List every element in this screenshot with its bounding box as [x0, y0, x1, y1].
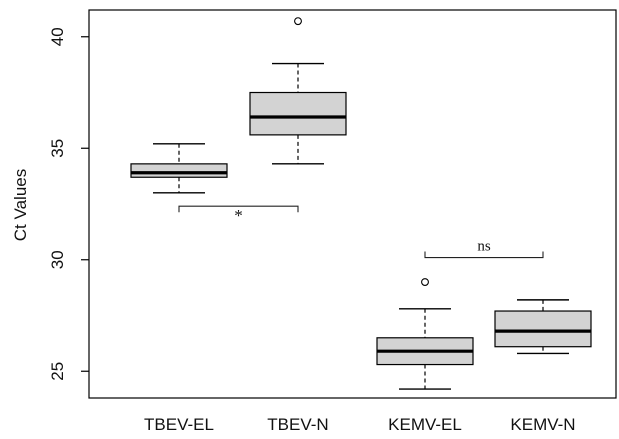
- box-body: [249, 91, 347, 136]
- significance-bracket: ns: [424, 239, 544, 259]
- bracket-line: [178, 205, 299, 213]
- x-tick-label: TBEV-EL: [144, 415, 214, 434]
- y-tick-label: 25: [48, 362, 67, 381]
- plot-frame-layer: [88, 9, 617, 399]
- y-tick-label: 35: [48, 139, 67, 158]
- outlier-point: [294, 17, 302, 26]
- box-kemv-el: [376, 278, 474, 390]
- x-tick-label: KEMV-N: [510, 415, 575, 434]
- comparisons-layer: * ns: [178, 205, 544, 259]
- significance-label: ns: [477, 239, 491, 255]
- significance-bracket: *: [178, 205, 299, 225]
- box-body: [494, 310, 592, 348]
- x-tick-label: KEMV-EL: [388, 415, 462, 434]
- boxes-layer: [130, 17, 592, 390]
- y-axis-label: Ct Values: [11, 169, 30, 241]
- plot-border: [88, 9, 617, 399]
- y-tick-label: 30: [48, 250, 67, 269]
- x-tick-label: TBEV-N: [267, 415, 328, 434]
- box-tbev-n: [249, 17, 347, 165]
- box-kemv-n: [494, 299, 592, 355]
- y-tick-label: 40: [48, 27, 67, 46]
- box-tbev-el: [130, 143, 228, 194]
- significance-label: *: [234, 206, 243, 225]
- outlier-point: [421, 278, 429, 286]
- box-body: [130, 163, 228, 178]
- bracket-line: [424, 251, 544, 259]
- y-axis: 25 30 35 40: [48, 27, 89, 381]
- x-axis-labels: TBEV-EL TBEV-N KEMV-EL KEMV-N: [144, 415, 576, 434]
